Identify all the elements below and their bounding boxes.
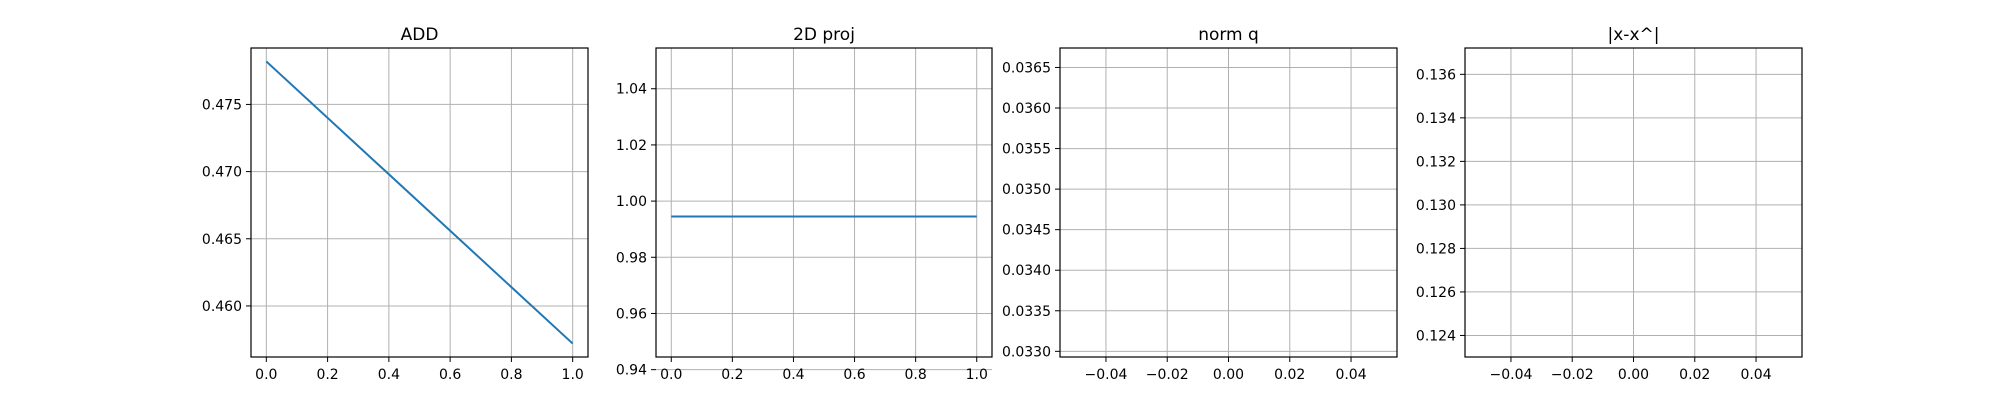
y-tick-label: 0.0355: [1002, 142, 1051, 158]
x-tick-label: 0.8: [500, 367, 522, 383]
y-tick-label: 0.0365: [1002, 60, 1051, 76]
axes-frame: [250, 47, 589, 358]
x-tick-label: 0.4: [782, 367, 804, 383]
x-tick-label: −0.02: [1551, 367, 1594, 383]
y-tick-label: 0.134: [1416, 111, 1456, 127]
x-tick-label: 0.02: [1679, 367, 1710, 383]
y-tick-label: 0.124: [1416, 328, 1456, 344]
y-tick-label: 0.132: [1416, 154, 1456, 170]
y-tick-label: 0.0330: [1002, 344, 1051, 360]
y-tick-label: 0.96: [616, 306, 647, 322]
y-tick-label: 0.94: [616, 363, 647, 379]
x-tick-label: 0.00: [1213, 367, 1244, 383]
axes-frame: [655, 47, 993, 358]
x-tick-label: 0.8: [905, 367, 927, 383]
subplot-4: −0.04 −0.02 0.00 0.02 0.04 0.124 0.126 0.128 0.1…: [1416, 25, 1803, 383]
y-tick-label: 0.0350: [1002, 182, 1051, 198]
x-tick-label: 0.0: [255, 367, 277, 383]
x-tick-label: 0.6: [843, 367, 865, 383]
y-tick-label: 0.130: [1416, 198, 1456, 214]
y-tick-label: 1.00: [616, 194, 647, 210]
chart-title: ADD: [401, 25, 439, 45]
y-tick-label: 0.0340: [1002, 263, 1051, 279]
x-tick-label: 0.2: [721, 367, 743, 383]
x-tick-label: 0.02: [1274, 367, 1305, 383]
x-tick-label: 0.04: [1335, 367, 1366, 383]
x-tick-label: 0.2: [316, 367, 338, 383]
y-tick-label: 0.98: [616, 250, 647, 266]
chart-title: norm q: [1198, 25, 1259, 45]
y-tick-label: 0.136: [1416, 67, 1456, 83]
chart-title: 2D proj: [793, 25, 855, 45]
y-tick-label: 0.128: [1416, 241, 1456, 257]
subplot-2: 0.0 0.2 0.4 0.6 0.8 1.0 0.94 0.96 0.98 1.00 1.02 1.…: [616, 25, 993, 383]
y-tick-label: 0.0335: [1002, 304, 1051, 320]
y-tick-label: 0.465: [202, 232, 242, 248]
x-tick-label: 1.0: [966, 367, 988, 383]
y-tick-label: 1.02: [616, 138, 647, 154]
x-tick-label: −0.02: [1146, 367, 1189, 383]
x-tick-label: 0.04: [1740, 367, 1771, 383]
y-tick-label: 1.04: [616, 82, 647, 98]
x-tick-label: 0.6: [439, 367, 461, 383]
plot-area: [656, 48, 992, 357]
x-tick-label: 0.0: [660, 367, 682, 383]
x-tick-label: 0.4: [378, 367, 400, 383]
x-tick-label: 0.00: [1618, 367, 1649, 383]
y-tick-label: 0.0345: [1002, 223, 1051, 239]
y-tick-label: 0.460: [202, 299, 242, 315]
y-tick-label: 0.126: [1416, 285, 1456, 301]
y-tick-label: 0.0360: [1002, 101, 1051, 117]
x-tick-label: −0.04: [1490, 367, 1533, 383]
x-tick-label: 1.0: [562, 367, 584, 383]
y-tick-label: 0.470: [202, 165, 242, 181]
x-tick-label: −0.04: [1085, 367, 1128, 383]
subplot-1: 0.0 0.2 0.4 0.6 0.8 1.0 0.460 0.465 0.470 0.475 AD…: [202, 25, 589, 383]
subplot-3: −0.04 −0.02 0.00 0.02 0.04 0.0330 0.0335 0.0340…: [1002, 25, 1398, 383]
chart-title: |x-x^|: [1608, 25, 1660, 45]
series-line-1: [265, 60, 574, 345]
y-tick-label: 0.475: [202, 97, 242, 113]
